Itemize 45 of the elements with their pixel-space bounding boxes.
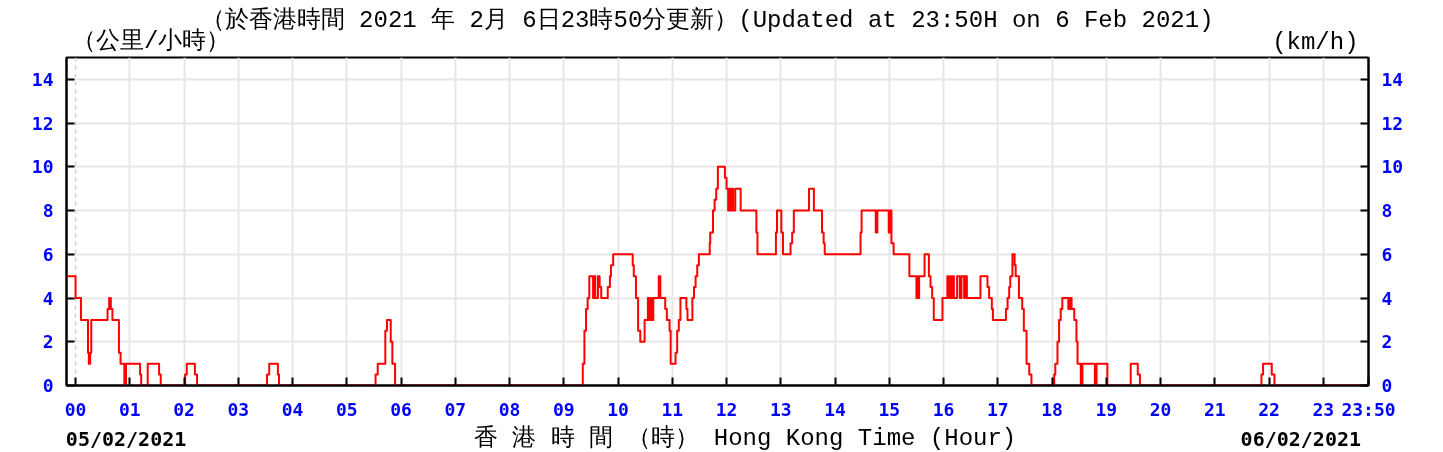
y2-tick-label: 0 — [1381, 375, 1393, 396]
x-tick-label: 02 — [173, 398, 195, 420]
y-tick-label: 6 — [42, 243, 54, 265]
x-tick-label: 09 — [552, 398, 575, 420]
y2-tick-label: 4 — [1381, 287, 1393, 309]
x-tick-label: 13 — [769, 398, 792, 420]
y2-tick-label: 10 — [1381, 156, 1404, 178]
x-tick-label: 20 — [1149, 398, 1172, 420]
x-tick-label: 18 — [1041, 398, 1063, 420]
x-tick-label: 01 — [118, 398, 141, 420]
x-tick-label: 23 — [1312, 398, 1335, 420]
x-tick-label: 04 — [281, 398, 304, 420]
y2-tick-label: 6 — [1381, 243, 1393, 265]
x-tick-label: 17 — [986, 398, 1009, 420]
y2-axis-title: (km/h) — [1272, 29, 1359, 56]
x-axis-title: 香 港 時 間 （時） Hong Kong Time (Hour) — [473, 425, 1017, 452]
x-tick-label: 10 — [607, 398, 629, 420]
x-tick-label: 15 — [878, 398, 901, 420]
text: 06/02/2021 — [1240, 426, 1362, 451]
x-tick-label: 16 — [932, 398, 955, 420]
y-tick-label: 14 — [31, 68, 54, 90]
y-tick-label: 8 — [42, 200, 54, 222]
text: 05/02/2021 — [65, 426, 187, 451]
x-tick-label: 00 — [64, 398, 87, 420]
y2-tick-label: 14 — [1381, 68, 1404, 90]
x-tick-label: 07 — [444, 398, 467, 420]
x-tick-label: 22 — [1258, 398, 1280, 420]
x-tick-label: 21 — [1203, 398, 1226, 420]
x-tick-label: 06 — [390, 398, 412, 420]
y-tick-label: 12 — [31, 112, 54, 134]
x-tick-label: 03 — [227, 398, 250, 420]
x-tick-label: 19 — [1095, 398, 1118, 420]
x-tick-label: 14 — [824, 398, 847, 420]
y-tick-label: 2 — [42, 331, 54, 353]
y2-tick-label: 12 — [1381, 112, 1404, 134]
x-tick-label: 12 — [715, 398, 738, 420]
y-tick-label: 10 — [31, 156, 54, 178]
x-tick-label: 23:50 — [1341, 398, 1396, 420]
x-tick-label: 05 — [335, 398, 358, 420]
x-tick-label: 08 — [498, 398, 521, 420]
y2-tick-label: 2 — [1381, 331, 1393, 353]
x-tick-label: 11 — [661, 398, 684, 420]
y2-tick-label: 8 — [1381, 200, 1393, 222]
y-tick-label: 0 — [42, 375, 54, 396]
y-tick-label: 4 — [42, 287, 54, 309]
